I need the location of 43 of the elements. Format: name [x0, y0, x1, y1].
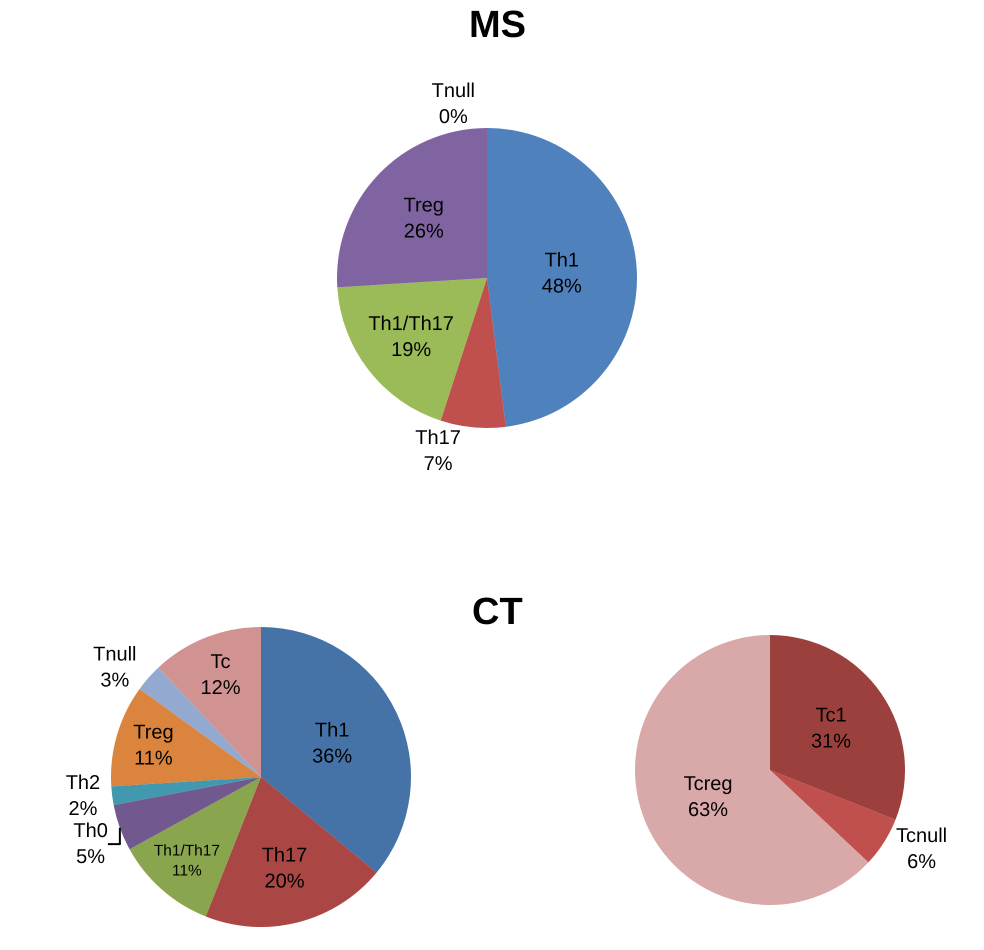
- slice-label: Tc1: [815, 704, 847, 726]
- slice-label: Th1/Th17: [368, 312, 454, 335]
- pie-slice: [337, 128, 487, 288]
- slice-label: Th17: [262, 844, 308, 867]
- pie-slice: [635, 635, 868, 905]
- category-label: Tnull: [432, 80, 475, 102]
- data-label: 63%: [688, 798, 728, 821]
- pie-slice: [111, 777, 261, 806]
- data-label: 48%: [542, 275, 582, 298]
- data-label: 2%: [68, 798, 98, 820]
- slice-label: Treg: [133, 722, 174, 744]
- slice-label: Treg: [404, 194, 444, 217]
- chart-title: MS: [469, 4, 526, 46]
- data-label: 3%: [100, 669, 130, 692]
- data-label: 26%: [404, 220, 444, 243]
- data-label: 20%: [264, 870, 305, 893]
- data-label: 19%: [391, 338, 432, 361]
- pie-slice: [130, 777, 261, 916]
- pie-slice: [770, 770, 896, 862]
- slice-label: Th17: [415, 427, 461, 450]
- text: 0%: [438, 106, 468, 128]
- slice-label: Th0: [73, 820, 108, 842]
- slice-label: Th1: [314, 719, 350, 742]
- pie-slice: [261, 627, 411, 873]
- slice-label: Tcreg: [684, 772, 733, 795]
- data-label: 12%: [200, 677, 241, 700]
- data-label: 11%: [172, 862, 202, 880]
- slice-label: Tc: [210, 651, 231, 674]
- slice-label: Tcnull: [896, 825, 948, 848]
- data-label: 6%: [907, 851, 936, 874]
- data-label: 36%: [312, 745, 352, 768]
- slice-label: Th1/Th17: [154, 842, 220, 860]
- data-label: 5%: [76, 846, 106, 868]
- text: CT: [472, 591, 523, 633]
- slice-label: Th2: [66, 772, 100, 794]
- data-label: 11%: [134, 748, 173, 770]
- pie-slice: [487, 128, 637, 427]
- data-label: 7%: [424, 453, 453, 476]
- pie-slice: [770, 635, 905, 820]
- data-label: 31%: [810, 730, 852, 752]
- slice-label: Tnull: [93, 643, 136, 666]
- slice-label: Th1: [544, 249, 580, 272]
- pie-slice: [337, 278, 487, 421]
